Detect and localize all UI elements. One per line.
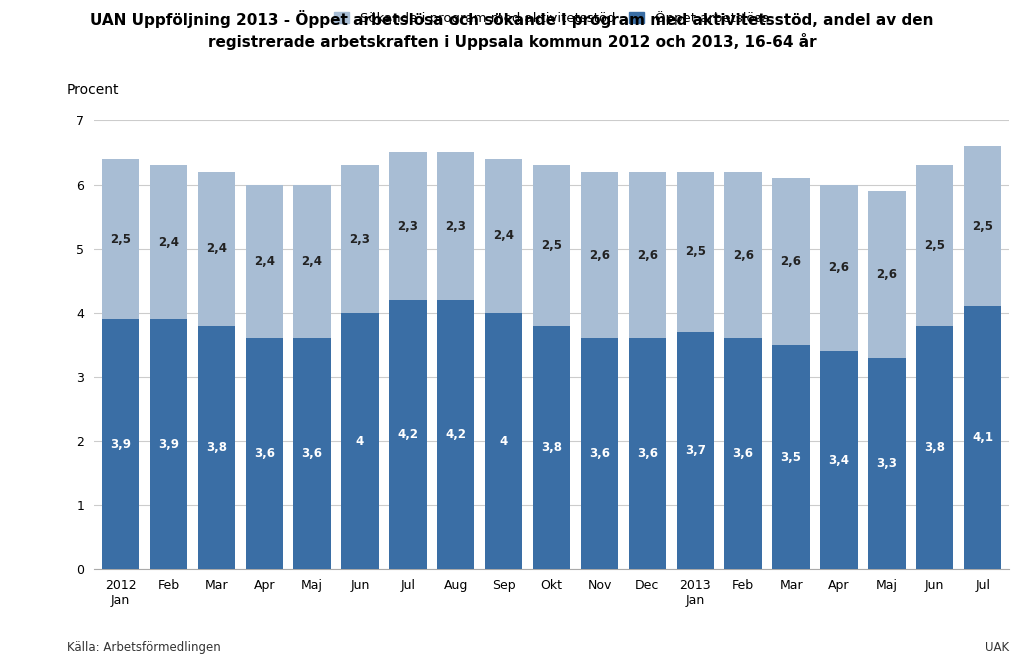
Text: 3,4: 3,4	[828, 454, 850, 467]
Bar	[101, 319, 139, 569]
Text: 3,6: 3,6	[637, 448, 657, 460]
Text: 4,2: 4,2	[445, 428, 466, 442]
Text: 2,4: 2,4	[254, 255, 274, 268]
Bar	[629, 172, 666, 339]
Text: 4,1: 4,1	[972, 432, 993, 444]
Bar	[437, 300, 474, 569]
Text: 3,5: 3,5	[780, 451, 802, 464]
Text: 2,6: 2,6	[877, 268, 897, 281]
Text: 2,6: 2,6	[637, 249, 657, 262]
Bar	[341, 165, 379, 313]
Text: 3,8: 3,8	[925, 441, 945, 454]
Text: Procent: Procent	[67, 83, 119, 97]
Bar	[198, 326, 234, 569]
Text: 3,6: 3,6	[302, 448, 323, 460]
Bar	[725, 172, 762, 339]
Text: 3,6: 3,6	[589, 448, 610, 460]
Text: 2,5: 2,5	[541, 239, 562, 252]
Bar	[341, 313, 379, 569]
Text: 2,6: 2,6	[780, 255, 802, 268]
Bar	[677, 332, 714, 569]
Bar	[389, 153, 427, 300]
Bar	[868, 191, 905, 358]
Text: 2,5: 2,5	[925, 239, 945, 252]
Text: 2,3: 2,3	[397, 219, 419, 233]
Bar	[485, 159, 522, 313]
Text: 2,6: 2,6	[732, 249, 754, 262]
Bar	[198, 172, 234, 326]
Bar	[246, 185, 283, 339]
Text: 2,4: 2,4	[494, 229, 514, 242]
Bar	[964, 146, 1001, 306]
Text: 3,3: 3,3	[877, 457, 897, 470]
Bar	[150, 165, 187, 319]
Text: 4: 4	[500, 435, 508, 448]
Bar	[485, 313, 522, 569]
Bar	[101, 159, 139, 319]
Text: 2,5: 2,5	[972, 219, 993, 233]
Text: 3,7: 3,7	[685, 444, 706, 457]
Text: 2,4: 2,4	[302, 255, 323, 268]
Text: 2,5: 2,5	[110, 233, 131, 246]
Bar	[581, 339, 618, 569]
Bar	[246, 339, 283, 569]
Bar	[964, 306, 1001, 569]
Text: 2,6: 2,6	[589, 249, 610, 262]
Text: registrerade arbetskraften i Uppsala kommun 2012 och 2013, 16-64 år: registrerade arbetskraften i Uppsala kom…	[208, 33, 816, 50]
Text: 2,3: 2,3	[349, 233, 371, 246]
Bar	[916, 326, 953, 569]
Text: UAN Uppföljning 2013 - Öppet arbetslösa och sökande i program med aktivitetsstöd: UAN Uppföljning 2013 - Öppet arbetslösa …	[90, 10, 934, 28]
Text: 3,8: 3,8	[206, 441, 226, 454]
Bar	[150, 319, 187, 569]
Bar	[772, 178, 810, 345]
Bar	[820, 351, 858, 569]
Text: UAK: UAK	[984, 642, 1009, 654]
Bar	[437, 153, 474, 300]
Bar	[820, 185, 858, 351]
Text: 2,6: 2,6	[828, 262, 850, 274]
Bar	[581, 172, 618, 339]
Text: 3,9: 3,9	[158, 438, 179, 451]
Text: 3,6: 3,6	[732, 448, 754, 460]
Text: 3,6: 3,6	[254, 448, 274, 460]
Bar	[294, 185, 331, 339]
Bar	[677, 172, 714, 332]
Text: 3,8: 3,8	[541, 441, 562, 454]
Bar	[916, 165, 953, 326]
Text: 2,4: 2,4	[206, 242, 226, 255]
Text: 4,2: 4,2	[397, 428, 419, 442]
Bar	[772, 345, 810, 569]
Text: 3,9: 3,9	[110, 438, 131, 451]
Text: 4: 4	[356, 435, 365, 448]
Bar	[389, 300, 427, 569]
Bar	[532, 165, 570, 326]
Text: 2,4: 2,4	[158, 235, 179, 249]
Bar	[868, 358, 905, 569]
Bar	[629, 339, 666, 569]
Text: 2,5: 2,5	[685, 246, 706, 258]
Legend: Sökande i program med aktivitetsstöd, Öppet arbetslösa: Sökande i program med aktivitetsstöd, Öp…	[329, 6, 775, 30]
Text: Källa: Arbetsförmedlingen: Källa: Arbetsförmedlingen	[67, 642, 220, 654]
Bar	[294, 339, 331, 569]
Text: 2,3: 2,3	[445, 219, 466, 233]
Bar	[725, 339, 762, 569]
Bar	[532, 326, 570, 569]
